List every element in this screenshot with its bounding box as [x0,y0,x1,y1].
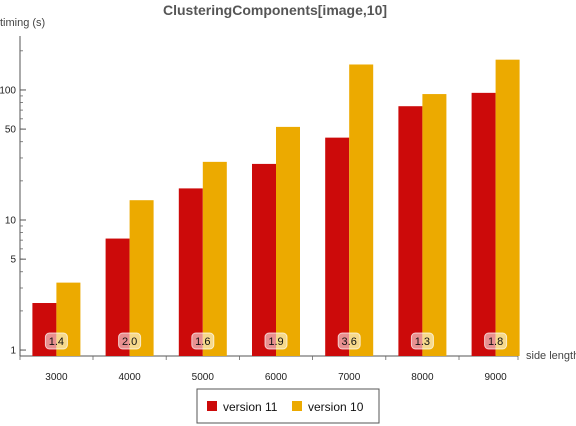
y-axis-label: timing (s) [0,17,45,29]
y-tick-label: 100 [0,85,16,96]
y-tick-label: 1 [10,346,16,357]
legend-swatch-version-11 [207,401,217,411]
ratio-label: 3.6 [342,336,357,348]
y-tick-label: 10 [5,216,17,227]
x-tick-label: 4000 [118,372,141,383]
ratio-labels-group: 1.4 2.0 1.6 1.9 3.6 1.3 1.8 [44,332,508,350]
x-tick-label: 7000 [338,372,361,383]
ratio-label-box [484,332,508,350]
bar-version-10-5000 [202,161,227,356]
x-tick-label: 8000 [411,372,434,383]
x-tick-label: 6000 [265,372,288,383]
legend-box [196,388,380,424]
legend-swatch-version-10 [292,401,302,411]
ratio-label: 2.0 [122,336,137,348]
ratio-label: 1.4 [49,336,64,348]
x-axis-label: side length [526,350,576,362]
bar-version-10-9000 [495,59,520,357]
bar-version-11-7000 [325,137,350,356]
ratio-label-box [44,332,68,350]
bar-version-11-5000 [178,188,203,356]
ratio-label: 1.6 [195,336,210,348]
chart-title: ClusteringComponents[image,10] [163,2,387,18]
x-tick-label: 5000 [192,372,215,383]
bars-group [32,59,520,357]
x-tick-label: 3000 [45,372,68,383]
ratio-label-box [337,332,361,350]
x-tick-label: 9000 [484,372,507,383]
bar-version-10-6000 [276,126,300,356]
legend-label-version-11: version 11 [223,400,278,414]
bar-version-10-4000 [129,200,154,356]
bar-version-10-8000 [422,94,447,356]
y-axis-ticks: 1 5 10 50 100 [0,50,26,357]
ratio-label: 1.9 [268,336,283,348]
ratio-label-box [410,332,434,350]
ratio-label: 1.8 [488,336,503,348]
x-axis-ticks: 3000 4000 5000 6000 7000 8000 9000 [19,356,519,383]
bar-version-11-9000 [471,92,496,357]
bar-version-10-7000 [349,64,374,357]
bar-version-11-8000 [398,106,423,356]
ratio-label-box [191,332,215,350]
ratio-label-box [264,332,288,350]
legend: version 11 version 10 [196,388,380,424]
ratio-label: 1.3 [415,336,430,348]
legend-label-version-10: version 10 [308,400,364,414]
bar-version-11-6000 [252,163,276,356]
y-tick-label: 50 [5,125,17,136]
y-tick-label: 5 [10,255,16,266]
ratio-label-box [118,332,142,350]
